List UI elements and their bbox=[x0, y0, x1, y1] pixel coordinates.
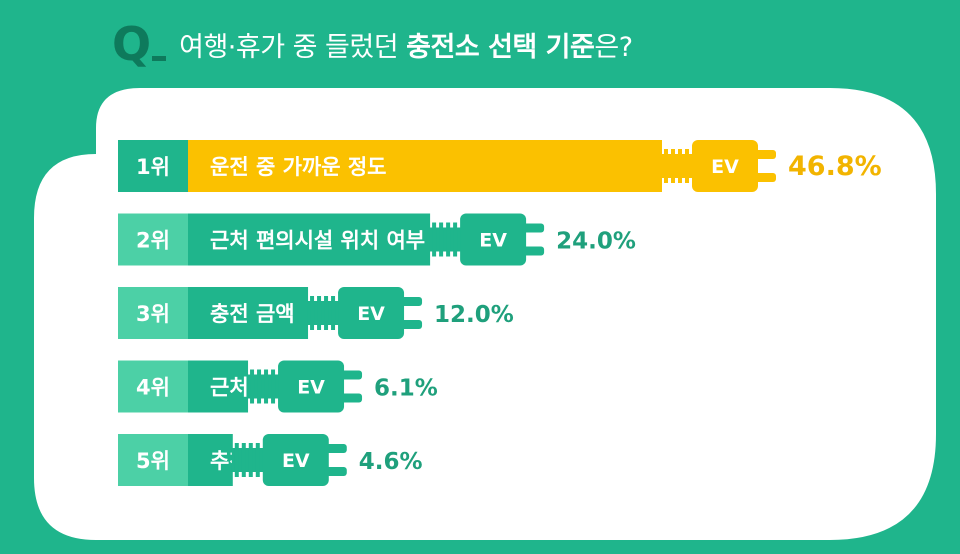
value-label-2: 24.0% bbox=[556, 229, 636, 255]
plug-grip-1-1 bbox=[664, 149, 668, 183]
plug-grip-4-4 bbox=[271, 369, 276, 404]
plug-prong-bottom-5 bbox=[324, 467, 347, 476]
plug-grip-1-4 bbox=[685, 149, 689, 183]
plug-grip-5-4 bbox=[255, 443, 260, 477]
rank-label-1: 1위 bbox=[136, 155, 170, 179]
rank-label-4: 4위 bbox=[136, 376, 170, 400]
plug-grip-2-1 bbox=[432, 222, 437, 257]
plug-ev-label-2: EV bbox=[479, 230, 507, 252]
question-title: 여행·휴가 중 들렀던 충전소 선택 기준은? bbox=[179, 25, 633, 64]
plug-body-3 bbox=[338, 287, 405, 339]
plug-prong-bottom-1 bbox=[754, 173, 776, 182]
plug-grip-5-1 bbox=[234, 443, 239, 477]
plug-ev-label-4: EV bbox=[297, 377, 325, 399]
plug-body-4 bbox=[278, 360, 345, 413]
plug-grip-5-3 bbox=[248, 443, 253, 477]
plug-grip-4-3 bbox=[264, 369, 269, 404]
value-label-5: 4.6% bbox=[359, 449, 423, 475]
plug-grip-2-2 bbox=[439, 222, 444, 257]
rank-label-5: 5위 bbox=[136, 449, 170, 473]
plug-ev-label-5: EV bbox=[282, 450, 310, 472]
value-label-4: 6.1% bbox=[374, 376, 438, 402]
bar-1 bbox=[118, 140, 662, 192]
rank-box-5 bbox=[118, 434, 188, 486]
category-label-2: 근처 편의시설 위치 여부 bbox=[210, 229, 425, 253]
plug-prong-top-5 bbox=[324, 444, 347, 453]
plug-prong-bottom-3 bbox=[400, 320, 423, 329]
plug-grip-1-2 bbox=[671, 149, 675, 183]
plug-grip-4-1 bbox=[250, 369, 255, 404]
plug-grip-3-4 bbox=[331, 296, 336, 330]
plug-body-5 bbox=[262, 434, 329, 486]
plug-grip-3-2 bbox=[317, 296, 322, 330]
plug-prong-top-3 bbox=[400, 297, 423, 306]
plug-ev-label-1: EV bbox=[711, 156, 739, 178]
plug-body-2 bbox=[460, 213, 527, 266]
question-header: Q 여행·휴가 중 들렀던 충전소 선택 기준은? bbox=[112, 14, 633, 74]
plug-prong-top-4 bbox=[340, 370, 363, 380]
plug-prong-bottom-4 bbox=[340, 393, 363, 403]
card-background bbox=[34, 88, 936, 540]
rank-box-2 bbox=[118, 213, 188, 266]
plug-grip-3-1 bbox=[310, 296, 315, 330]
plug-prong-bottom-2 bbox=[522, 246, 545, 256]
value-label-1: 46.8% bbox=[788, 151, 882, 182]
plug-body-1 bbox=[692, 140, 758, 192]
rank-box-1 bbox=[118, 140, 188, 192]
rank-label-2: 2위 bbox=[136, 229, 170, 253]
rank-label-3: 3위 bbox=[136, 302, 170, 326]
chart-card bbox=[30, 88, 936, 540]
question-tail: 은? bbox=[594, 31, 633, 63]
plug-prong-top-2 bbox=[522, 223, 545, 233]
plug-prong-top-1 bbox=[754, 150, 776, 159]
plug-grip-2-3 bbox=[446, 222, 451, 257]
plug-ev-label-3: EV bbox=[357, 303, 385, 325]
plug-grip-3-3 bbox=[324, 296, 329, 330]
q-mark-logo: Q bbox=[112, 21, 166, 67]
plug-grip-5-2 bbox=[241, 443, 246, 477]
rank-box-4 bbox=[118, 360, 188, 413]
plug-grip-2-4 bbox=[453, 222, 458, 257]
category-label-1: 운전 중 가까운 정도 bbox=[210, 155, 387, 179]
question-strong: 충전소 선택 기준 bbox=[406, 31, 595, 63]
category-label-3: 충전 금액 bbox=[210, 302, 295, 326]
value-label-3: 12.0% bbox=[434, 302, 514, 328]
plug-grip-1-3 bbox=[678, 149, 682, 183]
question-plain: 여행·휴가 중 들렀던 bbox=[179, 31, 407, 63]
plug-grip-4-2 bbox=[257, 369, 262, 404]
rank-box-3 bbox=[118, 287, 188, 339]
